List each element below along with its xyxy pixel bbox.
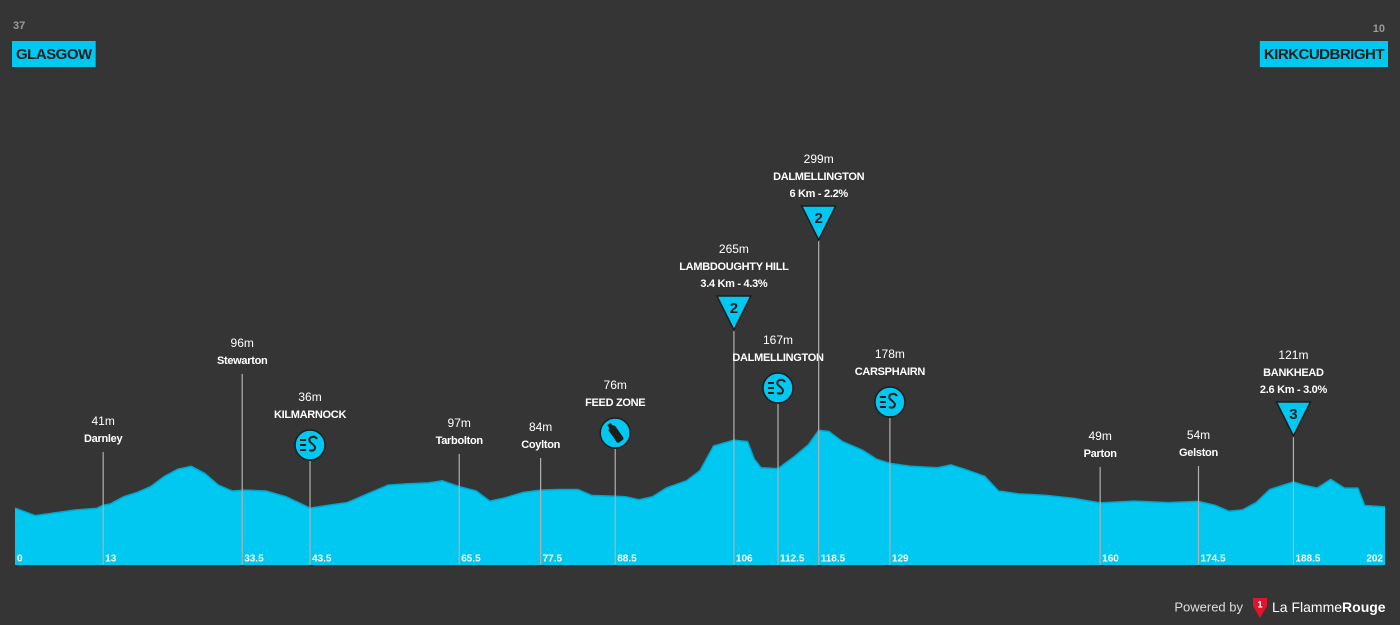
- waypoint-elevation: 97m: [448, 416, 471, 430]
- waypoint-elevation: 76m: [604, 378, 627, 392]
- brand-light: La Flamme: [1272, 599, 1342, 615]
- footer: Powered by 1 La FlammeRouge: [1174, 598, 1386, 618]
- x-tick-label: 65.5: [461, 554, 481, 565]
- climb-category: 2: [730, 300, 738, 317]
- brand-bold: Rouge: [1342, 599, 1386, 615]
- waypoint-name: DALMELLINGTON: [773, 171, 865, 183]
- waypoint-elevation: 84m: [529, 420, 552, 434]
- climb-detail: 3.4 Km - 4.3%: [700, 278, 768, 290]
- waypoint: 178m CARSPHAIRN: [855, 347, 926, 565]
- logo-number: 1: [1257, 599, 1262, 609]
- town-box-bg: [1259, 41, 1388, 67]
- powered-by: Powered by: [1174, 599, 1243, 614]
- icon-circle: [762, 372, 794, 404]
- waypoint-name: Coylton: [521, 439, 560, 451]
- waypoint-elevation: 41m: [91, 414, 114, 428]
- x-tick-label: 88.5: [617, 554, 637, 565]
- sprint-icon: [879, 392, 898, 409]
- x-tick-label: 33.5: [244, 554, 264, 565]
- waypoint: 84m Coylton: [521, 420, 561, 565]
- waypoint-elevation: 49m: [1088, 429, 1111, 443]
- waypoint-name: KILMARNOCK: [274, 409, 347, 421]
- waypoint: 121m BANKHEAD 2.6 Km - 3.0% 3: [1260, 348, 1328, 565]
- brand: La FlammeRouge: [1272, 599, 1386, 615]
- waypoint: 54m Gelston: [1179, 428, 1219, 565]
- town-name: GLASGOW: [16, 46, 93, 63]
- climb-detail: 6 Km - 2.2%: [789, 188, 848, 200]
- waypoint-name: Stewarton: [217, 355, 268, 367]
- climb-triangle: [715, 295, 753, 332]
- waypoint: 76m FEED ZONE: [585, 378, 646, 565]
- town-box: KIRKCUDBRIGHT: [1259, 41, 1388, 67]
- waypoint-elevation: 265m: [719, 242, 749, 256]
- waypoint-name: Darnley: [84, 433, 123, 445]
- waypoint-name: BANKHEAD: [1263, 367, 1324, 379]
- waypoint: 36m KILMARNOCK: [274, 390, 347, 565]
- x-tick-label: 112.5: [780, 554, 805, 565]
- x-tick-label: 106: [736, 554, 753, 565]
- waypoint: 41m Darnley: [84, 414, 124, 565]
- town-name: KIRKCUDBRIGHT: [1264, 46, 1384, 63]
- bottle-icon: [607, 422, 624, 443]
- sprint-icon: [767, 378, 786, 395]
- start-number: 37: [13, 20, 25, 32]
- town-box-bg: [12, 41, 96, 67]
- waypoint: 299m DALMELLINGTON 6 Km - 2.2% 2: [773, 152, 865, 565]
- x-tick-label: 13: [105, 554, 117, 565]
- icon-circle: [294, 429, 326, 461]
- waypoint: 97m Tarbolton: [436, 416, 484, 565]
- climb-detail: 2.6 Km - 3.0%: [1260, 384, 1328, 396]
- waypoint-elevation: 36m: [298, 390, 321, 404]
- waypoint-elevation: 178m: [875, 347, 905, 361]
- climb-triangle: [1275, 401, 1312, 438]
- waypoint-elevation: 167m: [763, 333, 793, 347]
- waypoint-elevation: 299m: [804, 152, 834, 166]
- waypoint: 49m Parton: [1084, 429, 1118, 565]
- waypoint-name: Tarbolton: [436, 435, 484, 447]
- waypoint-name: DALMELLINGTON: [732, 352, 824, 364]
- profile-line: [14, 429, 1386, 517]
- x-tick-label: 0: [17, 554, 23, 565]
- waypoint-name: LAMBDOUGHTY HILL: [679, 261, 789, 273]
- profile-area: [15, 430, 1385, 565]
- logo-shield: [1253, 598, 1267, 618]
- waypoint-name: Gelston: [1179, 447, 1218, 459]
- sprint-icon: [300, 435, 318, 452]
- x-tick-label: 188.5: [1295, 554, 1320, 565]
- x-tick-label: 160: [1102, 554, 1119, 565]
- waypoint-elevation: 96m: [231, 336, 254, 350]
- x-tick-label: 118.5: [821, 554, 846, 565]
- waypoint-elevation: 54m: [1187, 428, 1210, 442]
- waypoint-name: Parton: [1084, 448, 1118, 460]
- waypoint: 167m DALMELLINGTON: [732, 333, 824, 565]
- x-tick-label: 174.5: [1200, 554, 1225, 565]
- finish-number: 10: [1373, 23, 1385, 35]
- x-tick-label: 129: [892, 554, 909, 565]
- icon-circle: [874, 386, 906, 418]
- x-tick-label: 77.5: [543, 554, 563, 565]
- waypoint: 96m Stewarton: [217, 336, 268, 565]
- waypoint-elevation: 121m: [1278, 348, 1308, 362]
- waypoint-name: CARSPHAIRN: [855, 366, 926, 378]
- town-box: GLASGOW: [12, 41, 96, 67]
- x-tick-label: 43.5: [312, 554, 332, 565]
- climb-triangle: [800, 205, 837, 242]
- x-tick-label: 202: [1366, 554, 1383, 565]
- waypoint-name: FEED ZONE: [585, 397, 645, 409]
- climb-category: 2: [815, 210, 823, 227]
- waypoint: 265m LAMBDOUGHTY HILL 3.4 Km - 4.3% 2: [679, 242, 789, 565]
- climb-category: 3: [1289, 406, 1297, 423]
